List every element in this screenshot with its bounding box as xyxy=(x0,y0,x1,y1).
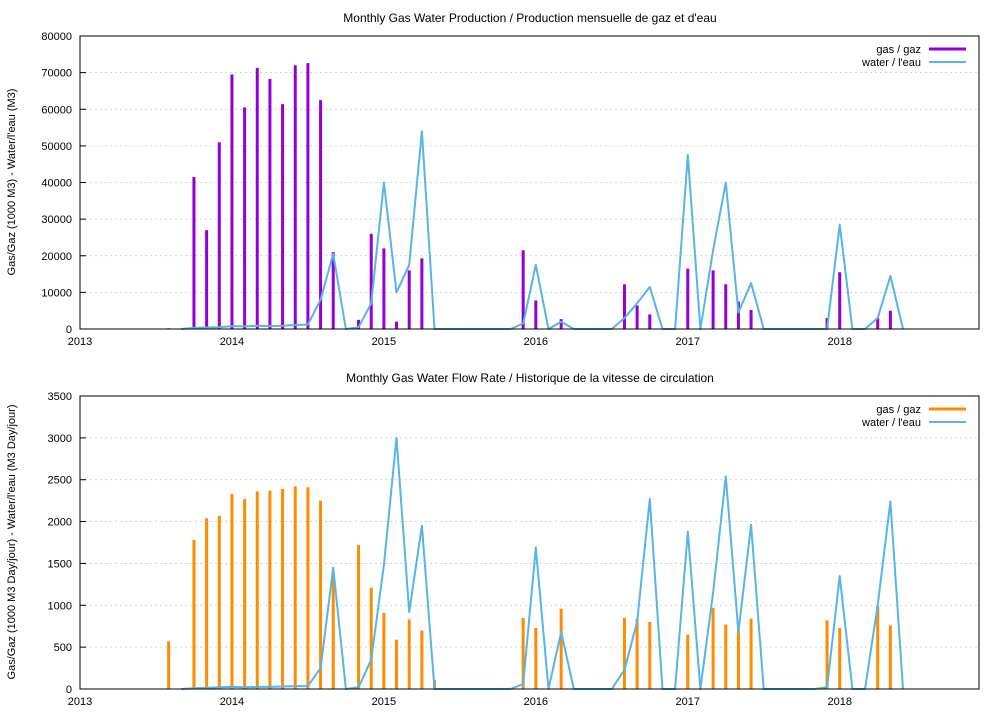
y-tick-label: 1500 xyxy=(48,558,72,570)
y-tick-label: 20000 xyxy=(41,251,72,263)
flow-rate-legend-gas-label: gas / gaz xyxy=(876,404,921,416)
water-series-line xyxy=(181,436,904,690)
y-tick-label: 2500 xyxy=(48,475,72,487)
y-tick-label: 50000 xyxy=(41,141,72,153)
production-plot-frame xyxy=(79,35,980,330)
production-chart-title: Monthly Gas Water Production / Productio… xyxy=(343,11,716,25)
x-tick-label: 2016 xyxy=(524,696,548,708)
flow-rate-chart: Monthly Gas Water Flow Rate / Historique… xyxy=(6,371,980,708)
x-tick-label: 2017 xyxy=(676,336,700,348)
flow-rate-x-ticks: 2013 2014 2015 2016 2017 2018 xyxy=(68,683,852,708)
production-marks xyxy=(167,63,904,330)
y-tick-label: 3000 xyxy=(48,433,72,445)
flow-rate-y-axis-label: Gas/Gaz (1000 M3 Day/jour) - Water/l'eau… xyxy=(6,405,18,680)
y-tick-label: 2000 xyxy=(48,517,72,529)
x-tick-label: 2017 xyxy=(676,696,700,708)
y-tick-label: 0 xyxy=(66,684,72,696)
production-y-ticks: 0 10000 20000 30000 40000 50000 60000 70000 8000… xyxy=(41,31,86,336)
y-tick-label: 10000 xyxy=(41,287,72,299)
flow-rate-chart-title: Monthly Gas Water Flow Rate / Historique… xyxy=(346,371,714,385)
x-tick-label: 2013 xyxy=(68,336,92,348)
flow-rate-y-ticks: 0 500 1000 1500 2000 2500 3000 3500 xyxy=(48,391,86,696)
flow-rate-legend-water-label: water / l'eau xyxy=(861,417,921,429)
y-tick-label: 80000 xyxy=(41,31,72,43)
y-tick-label: 1000 xyxy=(48,600,72,612)
x-tick-label: 2018 xyxy=(827,336,851,348)
water-series-line xyxy=(181,130,904,330)
y-tick-label: 3500 xyxy=(48,391,72,403)
y-tick-label: 30000 xyxy=(41,214,72,226)
y-tick-label: 70000 xyxy=(41,68,72,80)
x-tick-label: 2013 xyxy=(68,696,92,708)
production-legend-water-label: water / l'eau xyxy=(861,57,921,69)
y-tick-label: 500 xyxy=(54,642,72,654)
production-x-ticks: 2013 2014 2015 2016 2017 2018 xyxy=(68,323,852,348)
production-legend-gas-label: gas / gaz xyxy=(876,44,921,56)
y-tick-label: 40000 xyxy=(41,178,72,190)
x-tick-label: 2016 xyxy=(524,336,548,348)
production-chart: Monthly Gas Water Production / Productio… xyxy=(6,11,980,348)
y-tick-label: 0 xyxy=(66,324,72,336)
production-legend: gas / gaz water / l'eau xyxy=(861,44,966,69)
y-tick-label: 60000 xyxy=(41,104,72,116)
x-tick-label: 2015 xyxy=(372,696,396,708)
x-tick-label: 2015 xyxy=(372,336,396,348)
x-tick-label: 2018 xyxy=(827,696,851,708)
flow-rate-plot-frame xyxy=(79,395,980,690)
flow-rate-legend: gas / gaz water / l'eau xyxy=(861,404,966,429)
x-tick-label: 2014 xyxy=(220,696,244,708)
production-y-axis-label: Gas/Gaz (1000 M3) - Water/l'eau (M3) xyxy=(6,89,18,276)
x-tick-label: 2014 xyxy=(220,336,244,348)
